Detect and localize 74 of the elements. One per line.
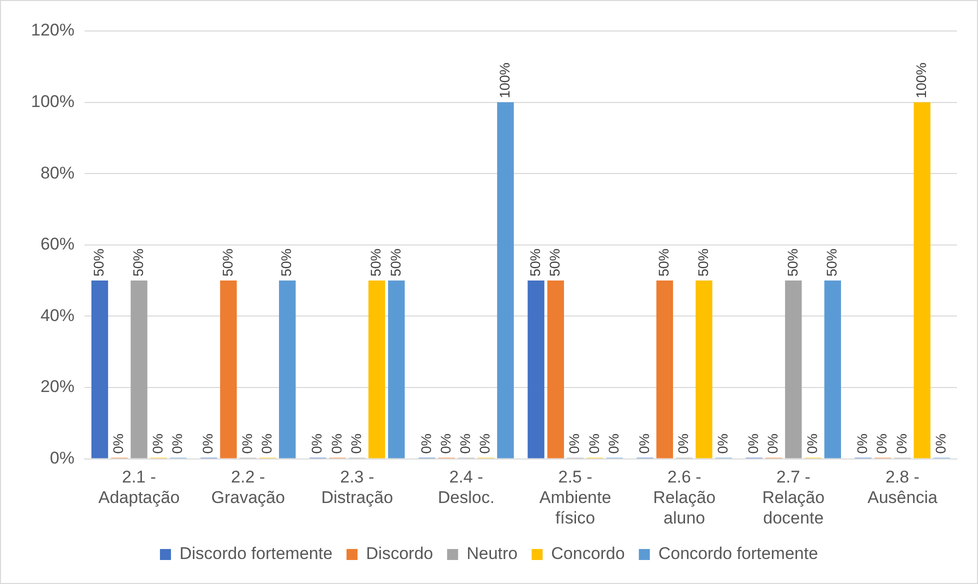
- bar: [130, 280, 148, 458]
- data-label: 0%: [675, 434, 692, 454]
- data-label: 0%: [764, 434, 781, 454]
- bar: [368, 280, 386, 458]
- bar: [528, 280, 544, 458]
- data-label: 0%: [418, 434, 434, 454]
- data-label: 0%: [308, 434, 325, 454]
- bar: [220, 280, 237, 458]
- bar: [656, 280, 674, 458]
- legend-label: Concordo: [551, 544, 625, 564]
- x-tick-label: 2.1 - Adaptação: [98, 468, 180, 508]
- y-tick-label: 60%: [40, 234, 74, 254]
- legend-label: Discordo: [366, 544, 434, 564]
- y-tick-label: 0%: [50, 448, 74, 468]
- data-label: 0%: [893, 434, 910, 454]
- data-label: 0%: [854, 434, 870, 454]
- data-label: 0%: [150, 434, 166, 454]
- data-label: 0%: [476, 434, 493, 454]
- y-tick-label: 80%: [40, 163, 74, 182]
- data-label: 50%: [526, 248, 543, 277]
- data-label: 0%: [258, 434, 275, 454]
- data-label: 0%: [566, 434, 582, 454]
- data-label: 0%: [348, 434, 364, 454]
- legend-label: Concordo fortemente: [658, 544, 818, 564]
- bar: [785, 280, 802, 458]
- x-tick-label: 2.2 - Gravação: [211, 468, 285, 508]
- bar: [91, 280, 108, 458]
- bar: [547, 280, 564, 458]
- bar: [914, 102, 930, 458]
- data-label: 0%: [437, 434, 454, 454]
- legend-label: Discordo fortemente: [179, 544, 333, 564]
- bar: [824, 280, 842, 458]
- data-label: 0%: [328, 434, 344, 454]
- data-label: 0%: [110, 434, 126, 454]
- bar: [278, 280, 296, 458]
- data-label: 50%: [824, 248, 840, 277]
- data-label: 50%: [278, 248, 294, 277]
- x-tick-label: 2.4 - Desloc.: [438, 468, 495, 508]
- data-label: 0%: [605, 434, 622, 454]
- x-tick-label: 2.6 - Relação aluno: [653, 468, 716, 528]
- data-label: 0%: [238, 434, 255, 454]
- y-tick-label: 40%: [40, 306, 74, 325]
- data-label: 50%: [784, 248, 800, 277]
- y-tick-label: 120%: [30, 20, 74, 40]
- data-label: 50%: [90, 248, 107, 277]
- data-label: 0%: [804, 434, 820, 454]
- data-label: 0%: [714, 434, 730, 454]
- x-tick-label: 2.5 - Ambiente físico: [539, 468, 612, 528]
- data-label: 0%: [745, 434, 761, 454]
- data-label: 0%: [874, 434, 890, 454]
- data-label: 0%: [636, 434, 652, 454]
- data-label: 100%: [912, 62, 929, 98]
- data-label: 0%: [457, 434, 474, 454]
- bar: [497, 102, 514, 458]
- data-label: 0%: [169, 434, 186, 454]
- y-tick-label: 20%: [40, 377, 74, 396]
- bar: [388, 280, 405, 458]
- data-label: 50%: [546, 248, 562, 277]
- y-tick-label: 100%: [30, 92, 74, 111]
- data-label: 50%: [656, 248, 672, 277]
- data-label: 100%: [496, 62, 512, 98]
- data-label: 50%: [368, 248, 384, 277]
- x-tick-label: 2.7 - Relação docente: [762, 468, 825, 528]
- data-label: 0%: [932, 434, 949, 454]
- data-label: 50%: [219, 248, 236, 277]
- data-label: 50%: [694, 248, 711, 277]
- legend-label: Neutro: [466, 544, 518, 564]
- data-label: 0%: [200, 434, 216, 454]
- data-label: 0%: [586, 434, 602, 454]
- x-tick-label: 2.3 - Distração: [321, 468, 394, 508]
- data-label: 50%: [387, 248, 404, 277]
- x-tick-label: 2.8 - Ausência: [868, 468, 938, 508]
- bar: [696, 280, 712, 458]
- data-label: 50%: [130, 248, 146, 277]
